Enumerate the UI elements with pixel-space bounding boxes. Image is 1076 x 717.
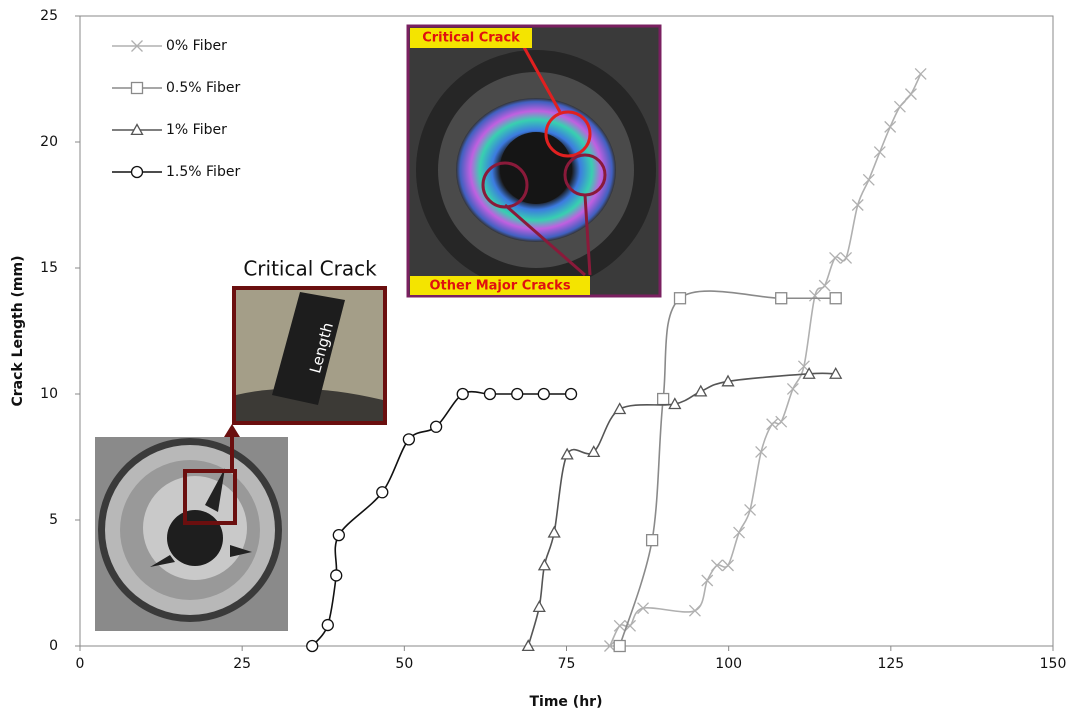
marker xyxy=(905,89,916,100)
marker xyxy=(457,389,468,400)
marker xyxy=(702,575,713,586)
marker xyxy=(566,389,577,400)
x-tick-label: 125 xyxy=(877,656,904,672)
annotation: Critical Crack xyxy=(422,31,520,46)
series-line xyxy=(528,373,835,646)
marker xyxy=(647,535,658,546)
marker xyxy=(776,293,787,304)
marker xyxy=(403,434,414,445)
marker xyxy=(745,504,756,515)
legend-label: 0% Fiber xyxy=(166,38,227,54)
marker xyxy=(723,560,734,571)
x-tick-label: 150 xyxy=(1040,656,1067,672)
series-line xyxy=(312,392,571,646)
marker xyxy=(331,570,342,581)
marker xyxy=(658,394,669,405)
marker xyxy=(756,446,767,457)
marker xyxy=(767,419,778,430)
x-tick-label: 100 xyxy=(715,656,742,672)
marker xyxy=(549,527,560,537)
y-tick-label: 15 xyxy=(40,260,58,276)
photo-specimen xyxy=(95,424,288,631)
photo-contour: Critical Crack Other Major Cracks xyxy=(408,26,660,296)
y-tick-label: 0 xyxy=(49,638,58,654)
marker xyxy=(787,383,798,394)
marker xyxy=(132,167,143,178)
marker xyxy=(689,605,700,616)
y-tick-label: 25 xyxy=(40,8,58,24)
marker xyxy=(809,290,820,301)
x-tick-label: 50 xyxy=(395,656,413,672)
legend: 0% Fiber 0.5% Fiber 1% Fiber 1.5% Fiber xyxy=(112,38,240,180)
legend-label: 0.5% Fiber xyxy=(166,80,240,96)
marker xyxy=(863,174,874,185)
y-tick-label: 10 xyxy=(40,386,58,402)
marker xyxy=(695,386,706,396)
y-tick-label: 20 xyxy=(40,134,58,150)
marker xyxy=(675,293,686,304)
marker xyxy=(538,389,549,400)
marker xyxy=(874,147,885,158)
marker xyxy=(894,101,905,112)
marker xyxy=(307,641,318,652)
marker xyxy=(484,389,495,400)
marker xyxy=(915,68,926,79)
marker xyxy=(322,620,333,631)
chart: Length Critical Crack Critical Crack Oth… xyxy=(0,0,1076,717)
marker xyxy=(819,280,830,291)
y-tick-label: 5 xyxy=(49,512,58,528)
marker xyxy=(132,83,143,94)
x-tick-label: 0 xyxy=(76,656,85,672)
marker xyxy=(776,416,787,427)
marker xyxy=(614,641,625,652)
marker xyxy=(830,293,841,304)
annotation: Other Major Cracks xyxy=(429,279,570,294)
annotation: Critical Crack xyxy=(243,257,377,281)
marker xyxy=(734,527,745,538)
photo-crack-zoom: Length xyxy=(234,288,385,423)
y-axis-label: Crack Length (mm) xyxy=(10,255,26,406)
marker xyxy=(534,601,545,611)
marker xyxy=(885,121,896,132)
marker xyxy=(333,530,344,541)
x-tick-label: 25 xyxy=(233,656,251,672)
x-tick-label: 75 xyxy=(558,656,576,672)
series-line xyxy=(620,291,836,646)
marker xyxy=(852,200,863,211)
marker xyxy=(512,389,523,400)
legend-label: 1% Fiber xyxy=(166,122,227,138)
marker xyxy=(841,252,852,263)
marker xyxy=(523,641,534,651)
x-axis-label: Time (hr) xyxy=(530,694,603,710)
marker xyxy=(377,487,388,498)
marker xyxy=(431,421,442,432)
marker xyxy=(539,560,550,570)
marker xyxy=(614,404,625,414)
legend-label: 1.5% Fiber xyxy=(166,164,240,180)
